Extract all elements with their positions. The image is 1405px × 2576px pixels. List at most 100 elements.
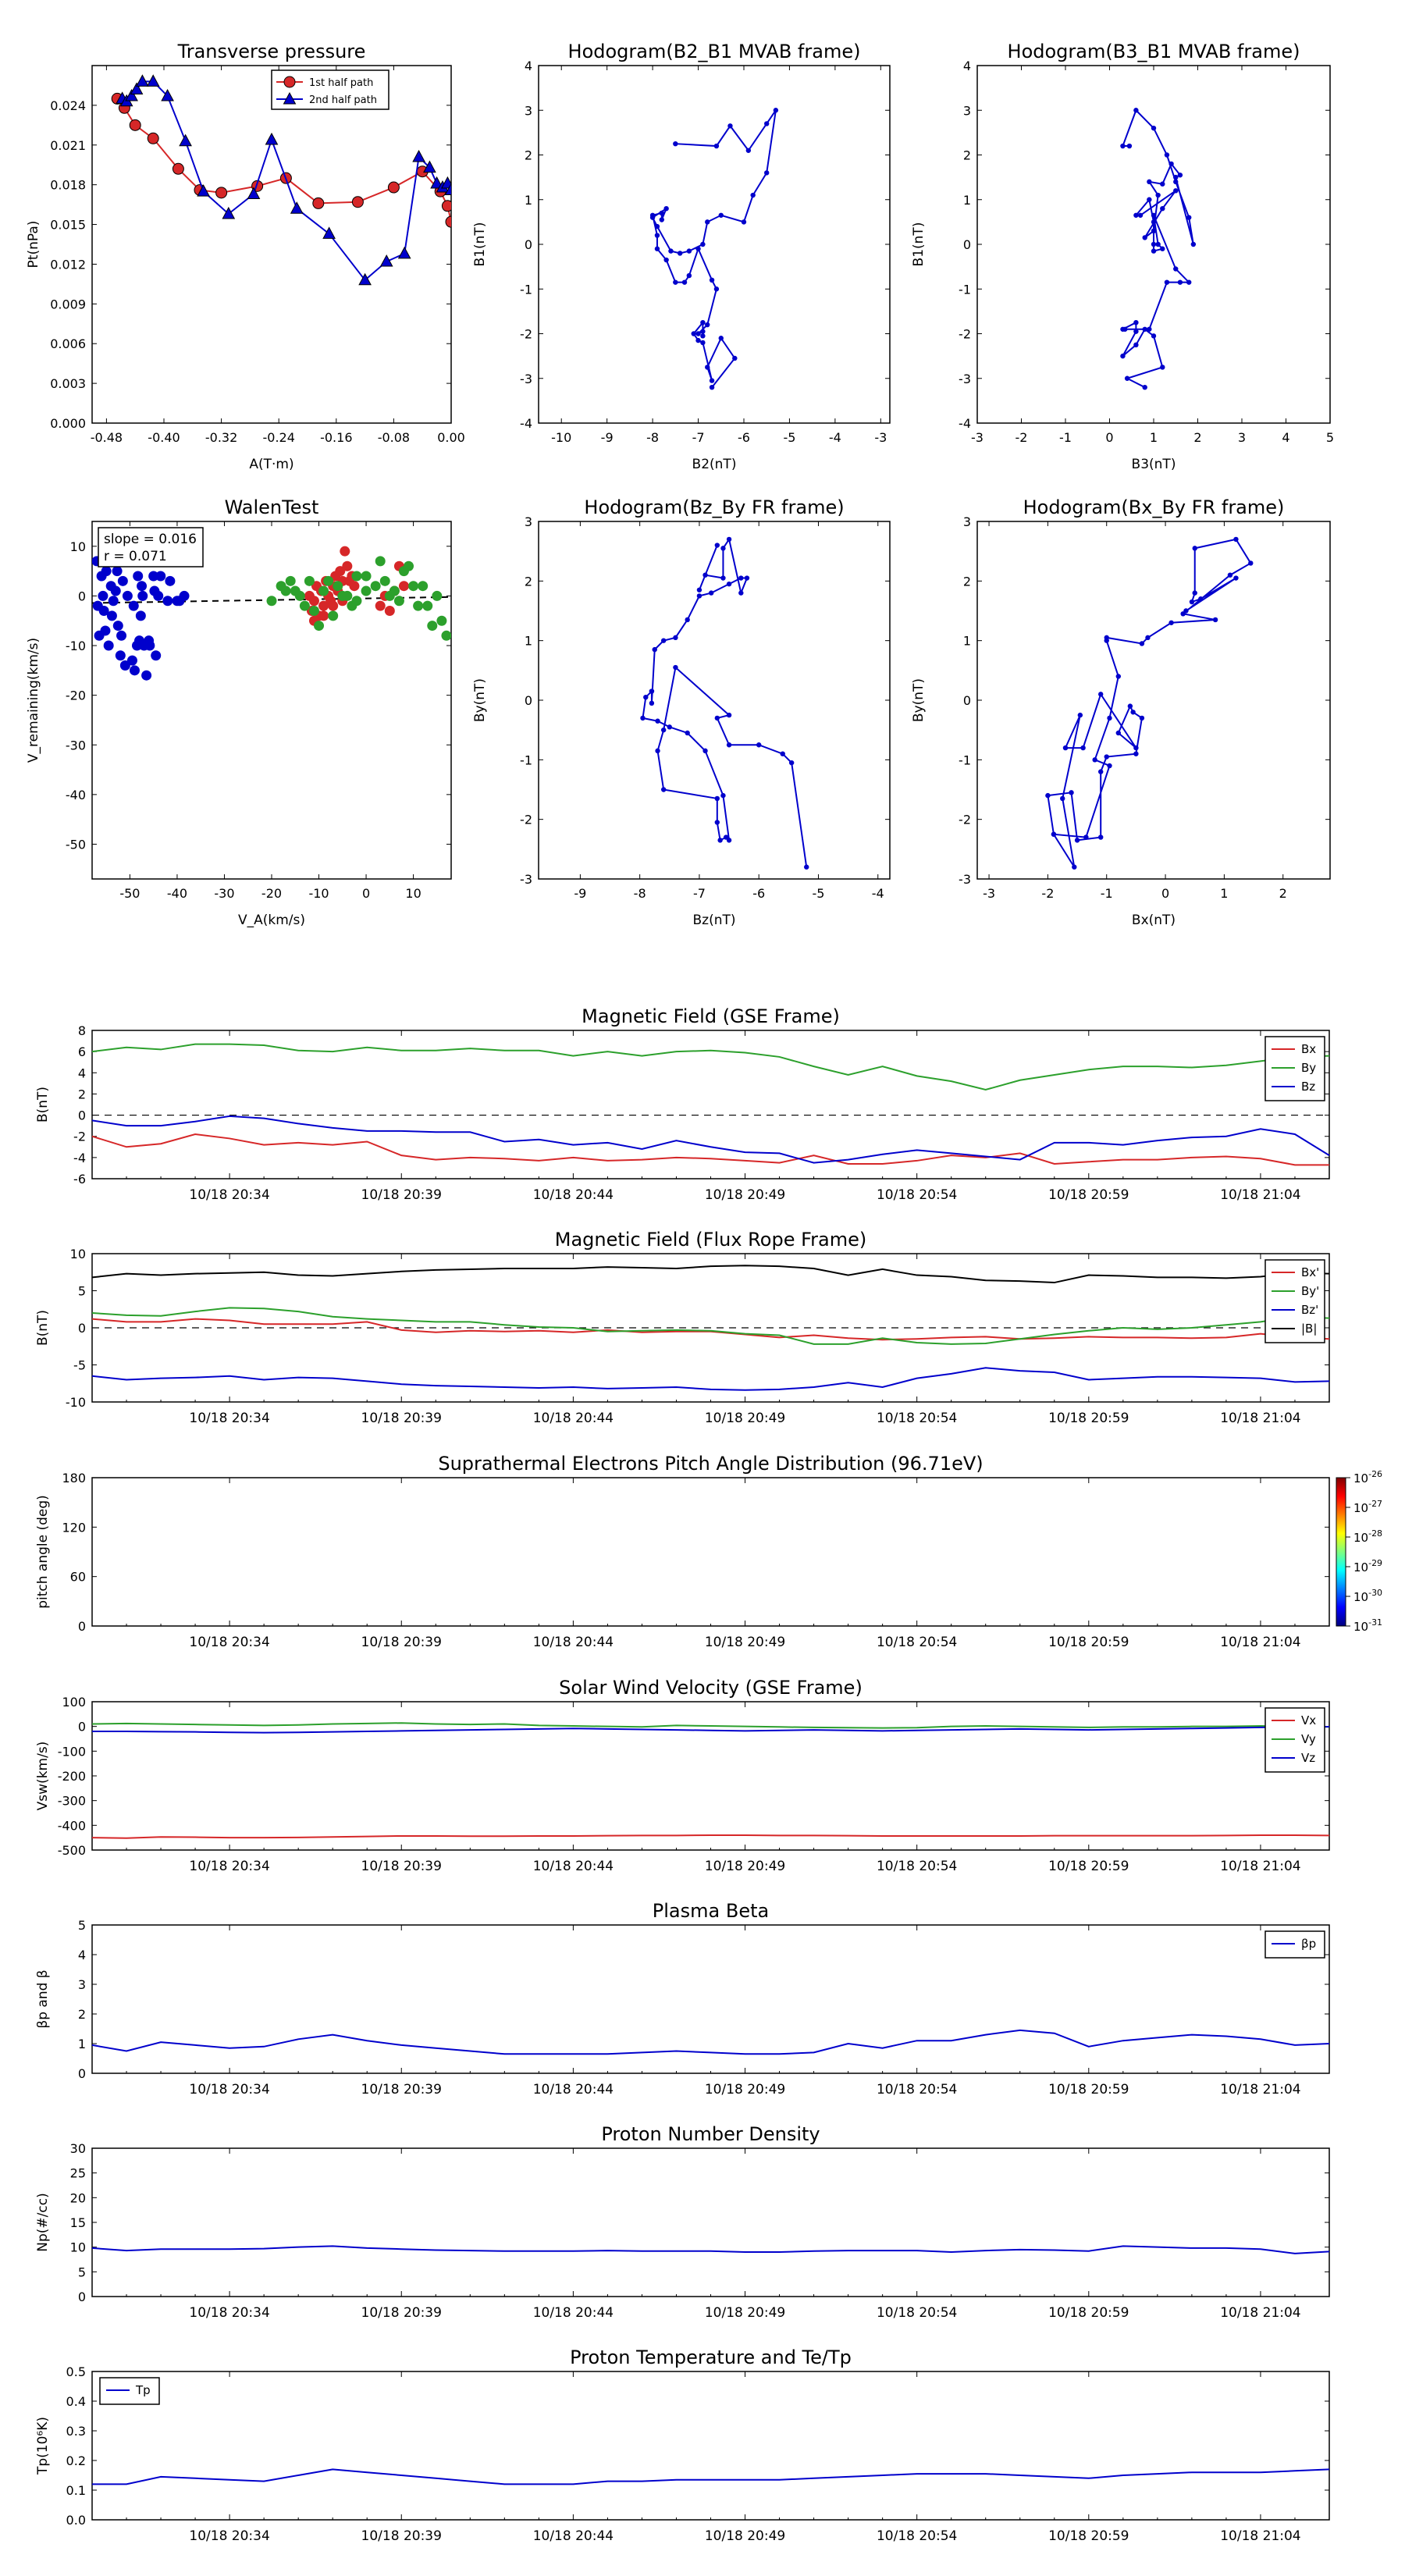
- x-tick-label: 10/18 20:49: [705, 2082, 785, 2097]
- colorbar-exponent: -26: [1368, 1469, 1382, 1479]
- data-point: [673, 279, 678, 285]
- scatter-point: [162, 596, 173, 607]
- scatter-point: [413, 600, 424, 611]
- series-line: [92, 1725, 1330, 1734]
- y-tick-label: 0.5: [66, 2364, 86, 2379]
- plot-area: [1120, 108, 1197, 390]
- plot-area: [1045, 536, 1254, 870]
- scatter-point: [375, 600, 386, 611]
- scatter-point: [137, 590, 148, 601]
- y-tick-label: -2: [959, 813, 971, 827]
- y-tick-label: -1: [520, 753, 532, 767]
- y-tick-label: 0: [78, 2290, 86, 2304]
- data-point: [705, 322, 710, 328]
- data-point: [686, 248, 692, 254]
- data-point: [1186, 215, 1192, 220]
- data-point: [750, 192, 756, 198]
- x-tick-label: 10/18 20:39: [361, 2082, 442, 2097]
- x-tick-label: 1: [1150, 430, 1158, 445]
- x-tick-label: 10/18 20:34: [189, 2305, 269, 2321]
- data-point: [1115, 730, 1122, 736]
- scatter-point: [408, 581, 419, 592]
- x-tick-label: 10/18 20:39: [361, 1411, 442, 1426]
- y-tick-label: 0.018: [50, 178, 86, 193]
- plot-frame: [538, 65, 891, 424]
- series-line: [91, 1722, 1330, 1729]
- data-point: [1122, 326, 1128, 332]
- scatter-point: [112, 621, 123, 632]
- chart-title: Proton Number Density: [601, 2123, 820, 2145]
- y-tick-label: 0.021: [50, 138, 86, 153]
- scatter-point: [342, 560, 353, 571]
- scatter-point: [333, 581, 343, 592]
- colorbar: 10-26 10-27 10-28 10-29 10-30 10-31: [1336, 1469, 1382, 1634]
- annotation-text: slope = 0.016: [104, 532, 197, 547]
- scatter-point: [151, 650, 162, 661]
- x-tick-label: -0.48: [91, 430, 123, 445]
- x-tick-label: 10/18 20:39: [361, 1187, 442, 1203]
- x-tick-label: -40: [167, 886, 187, 901]
- data-point: [726, 838, 732, 843]
- x-tick-label: 0: [362, 886, 370, 901]
- data-point: [668, 248, 674, 254]
- x-tick-label: 10/18 20:39: [361, 2305, 442, 2321]
- scatter-point: [342, 590, 353, 601]
- transverse_pressure-chart: Transverse pressure A(T·m) Pt(nPa) -0.48 -0.…: [26, 41, 465, 472]
- data-point: [700, 329, 706, 334]
- x-tick-label: -0.24: [262, 430, 294, 445]
- data-point: [1233, 575, 1239, 581]
- y-tick-label: -300: [58, 1794, 86, 1809]
- y-tick-label: 4: [78, 1948, 86, 1962]
- data-point: [1190, 241, 1197, 247]
- x-tick-label: -5: [812, 886, 824, 901]
- data-point: [197, 184, 210, 197]
- scatter-point: [137, 581, 148, 592]
- y-tick-label: 0.006: [50, 336, 86, 351]
- y-tick-label: 3: [78, 1977, 86, 1992]
- y-axis-label: Np(#/cc): [35, 2193, 51, 2251]
- series-line: [116, 98, 451, 222]
- x-tick-label: 10/18 20:44: [533, 1411, 614, 1426]
- data-point: [640, 715, 646, 721]
- y-axis-label: B1(nT): [472, 222, 488, 267]
- data-point: [705, 219, 710, 225]
- data-point: [700, 333, 706, 339]
- data-point: [1160, 246, 1165, 251]
- y-tick-label: -1: [520, 282, 532, 297]
- data-point: [660, 787, 667, 792]
- colorbar-tick-label: 10-29: [1353, 1558, 1382, 1574]
- y-axis-label: B(nT): [35, 1087, 51, 1123]
- data-point: [1186, 279, 1192, 285]
- plot-frame: [91, 2147, 1330, 2297]
- y-axis-label: βp and β: [35, 1969, 51, 2028]
- data-point: [179, 133, 192, 147]
- data-point: [708, 590, 714, 596]
- data-point: [1160, 365, 1165, 370]
- y-tick-label: 5: [78, 1284, 86, 1299]
- scatter-point: [115, 650, 126, 661]
- x-tick-label: 10/18 20:54: [877, 1859, 957, 1874]
- scatter-point: [398, 581, 409, 592]
- x-tick-label: -8: [646, 430, 659, 445]
- scatter-point: [304, 575, 315, 586]
- data-point: [444, 183, 451, 195]
- y-tick-label: 3: [525, 103, 532, 118]
- scatter-point: [314, 621, 325, 632]
- scatter-point: [128, 600, 139, 611]
- x-tick-label: 10/18 21:04: [1220, 2528, 1300, 2544]
- pad-chart: Suprathermal Electrons Pitch Angle Distr…: [35, 1453, 1382, 1650]
- data-point: [1092, 757, 1097, 763]
- scatter-point: [308, 596, 319, 607]
- legend-marker: [283, 91, 297, 105]
- y-tick-label: 0: [78, 2066, 86, 2081]
- chart-title: Magnetic Field (GSE Frame): [582, 1005, 840, 1027]
- data-point: [1198, 596, 1204, 602]
- data-point: [705, 365, 710, 370]
- x-tick-label: 10/18 20:49: [705, 1187, 785, 1203]
- data-point: [732, 355, 738, 361]
- data-point: [673, 635, 678, 641]
- data-point: [147, 132, 159, 144]
- hodogram_fr_bzby-chart: Hodogram(Bz_By FR frame) Bz(nT) By(nT) -9 -8…: [472, 496, 891, 928]
- plot-frame: [91, 2371, 1330, 2521]
- x-tick-label: 10/18 20:34: [189, 2528, 269, 2544]
